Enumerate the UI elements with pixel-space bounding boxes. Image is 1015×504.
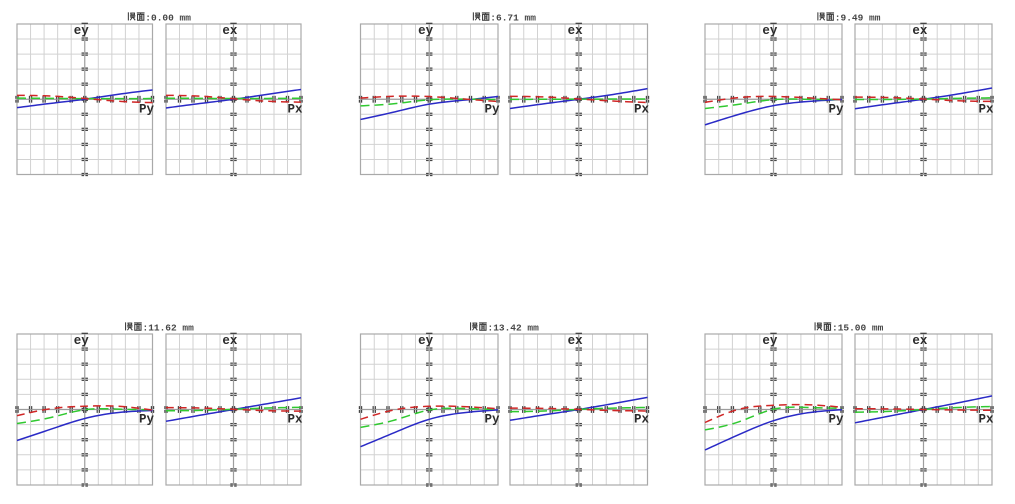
svg-text:Px: Px: [978, 413, 994, 427]
svg-text:ex: ex: [912, 24, 928, 38]
svg-text:Py: Py: [139, 103, 155, 117]
svg-text::13.42 mm: :13.42 mm: [488, 323, 540, 334]
svg-text:Py: Py: [484, 413, 500, 427]
svg-text:ey: ey: [74, 334, 90, 348]
svg-text:ex: ex: [912, 334, 928, 348]
svg-text:ex: ex: [222, 24, 238, 38]
svg-text:Px: Px: [287, 413, 303, 427]
svg-text::11.62 mm: :11.62 mm: [143, 323, 195, 334]
svg-text::15.00 mm: :15.00 mm: [832, 323, 884, 334]
svg-text:ex: ex: [222, 334, 238, 348]
svg-text:ey: ey: [762, 24, 778, 38]
svg-text:Py: Py: [828, 103, 844, 117]
svg-text::6.71 mm: :6.71 mm: [490, 13, 536, 24]
svg-text:Py: Py: [828, 413, 844, 427]
svg-text:Px: Px: [634, 103, 650, 117]
svg-text:ex: ex: [568, 334, 584, 348]
svg-text:Px: Px: [287, 103, 303, 117]
svg-text:Px: Px: [634, 413, 650, 427]
svg-text:Py: Py: [484, 103, 500, 117]
svg-text:ey: ey: [418, 334, 434, 348]
svg-text:Py: Py: [139, 413, 155, 427]
svg-text::9.49 mm: :9.49 mm: [835, 13, 881, 24]
svg-text::0.00 mm: :0.00 mm: [145, 13, 191, 24]
svg-text:ey: ey: [418, 24, 434, 38]
svg-text:ey: ey: [762, 334, 778, 348]
svg-text:ex: ex: [568, 24, 584, 38]
svg-text:ey: ey: [74, 24, 90, 38]
svg-text:Px: Px: [978, 103, 994, 117]
